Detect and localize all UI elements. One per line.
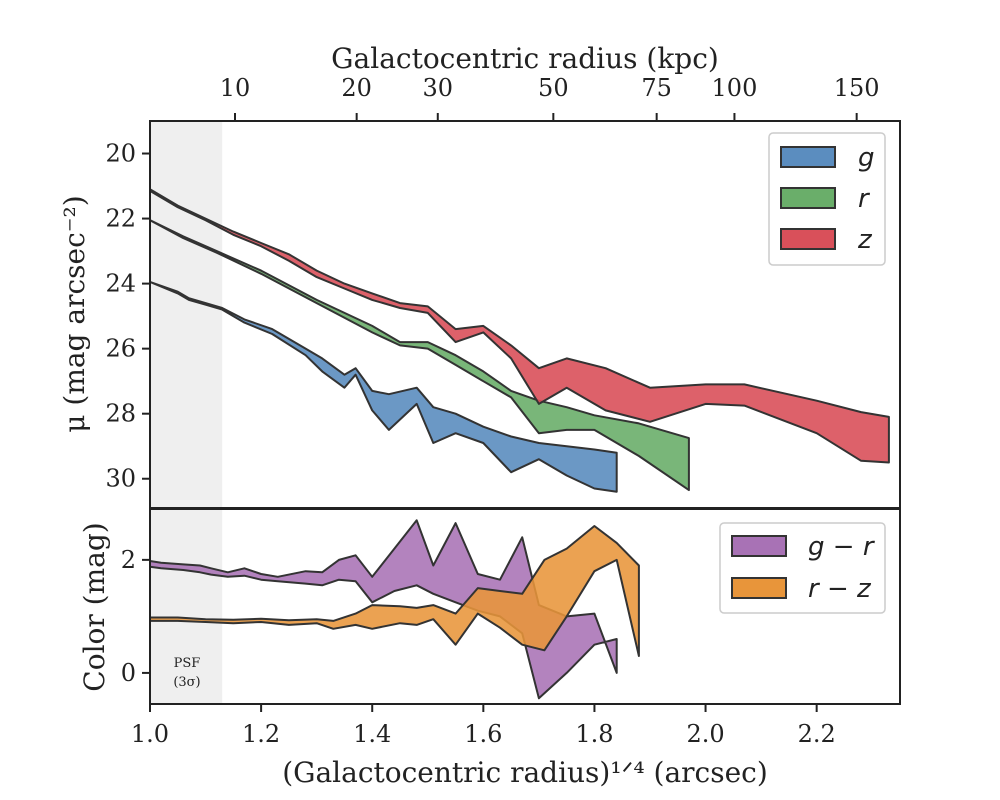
bottom-x-axis-label: (Galactocentric radius)¹ᐟ⁴ (arcsec) <box>282 756 768 789</box>
top-x-axis-label: Galactocentric radius (kpc) <box>331 42 719 75</box>
kpc-tick-label-20: 20 <box>341 74 372 102</box>
bottom-legend: g − r r − z <box>719 522 886 614</box>
top-y-axis-label: μ (mag arcsec⁻²) <box>58 195 91 432</box>
legend-label-r-z: r − z <box>808 574 872 604</box>
top-panel: 20 22 24 26 28 30 10 20 30 50 75 100 150 grz <box>105 74 901 509</box>
kpc-tick-label-10: 10 <box>220 74 251 102</box>
legend-label-g-r: g − r <box>808 532 876 562</box>
bottom-panel-frame <box>149 508 901 705</box>
psf-annotation-line2: (3σ) <box>173 675 200 690</box>
top-kpc-ticks: 10 20 30 50 75 100 150 <box>220 74 880 121</box>
y-tick-label-28: 28 <box>105 400 136 428</box>
x-tick-label-1.6: 1.6 <box>464 720 502 748</box>
bottom-x-ticks: 1.0 1.2 1.4 1.6 1.8 2.0 2.2 <box>131 704 836 748</box>
x-tick-label-2.2: 2.2 <box>798 720 836 748</box>
y-tick-label-30: 30 <box>105 465 136 493</box>
x-tick-label-2.0: 2.0 <box>686 720 724 748</box>
bottom-panel: 02 1.0 1.2 1.4 1.6 1.8 2.0 2.2 g − rr − z PSF … <box>121 508 901 748</box>
legend-swatch-r-z <box>731 577 787 599</box>
y-tick-label-20: 20 <box>105 140 136 168</box>
psf-shaded-band-top <box>150 121 223 508</box>
kpc-tick-label-150: 150 <box>834 74 880 102</box>
kpc-tick-label-30: 30 <box>423 74 454 102</box>
x-tick-label-1.4: 1.4 <box>353 720 391 748</box>
x-tick-label-1.2: 1.2 <box>242 720 280 748</box>
legend-swatch-g <box>780 146 836 168</box>
x-tick-label-1.0: 1.0 <box>131 720 169 748</box>
legend-swatch-z <box>780 228 836 250</box>
bottom-y-axis-label: Color (mag) <box>78 522 111 691</box>
series-band-r <box>149 219 690 492</box>
legend-swatch-r <box>780 187 836 209</box>
legend-label-z: z <box>857 225 873 255</box>
top-series-group <box>149 188 890 493</box>
y-tick-label-26: 26 <box>105 335 136 363</box>
color-y-tick-label-0: 0 <box>121 659 136 687</box>
top-legend: grz <box>768 132 886 266</box>
top-y-ticks: 20 22 24 26 28 30 <box>105 140 150 493</box>
psf-shaded-band-bottom <box>150 509 223 704</box>
y-tick-label-24: 24 <box>105 270 136 298</box>
psf-annotation-line1: PSF <box>174 656 201 671</box>
kpc-tick-label-50: 50 <box>538 74 569 102</box>
series-band-r-z <box>149 525 640 657</box>
legend-swatch-g-r <box>731 535 787 557</box>
legend-label-g: g <box>858 143 875 173</box>
bottom-series-group <box>149 519 640 700</box>
kpc-tick-label-100: 100 <box>712 74 758 102</box>
y-tick-label-22: 22 <box>105 205 136 233</box>
legend-label-r: r <box>858 184 871 214</box>
series-band-g <box>149 281 618 493</box>
x-tick-label-1.8: 1.8 <box>575 720 613 748</box>
bottom-y-ticks: 02 <box>121 546 150 687</box>
kpc-tick-label-75: 75 <box>641 74 672 102</box>
color-y-tick-label-2: 2 <box>121 546 136 574</box>
series-band-z <box>149 188 890 464</box>
